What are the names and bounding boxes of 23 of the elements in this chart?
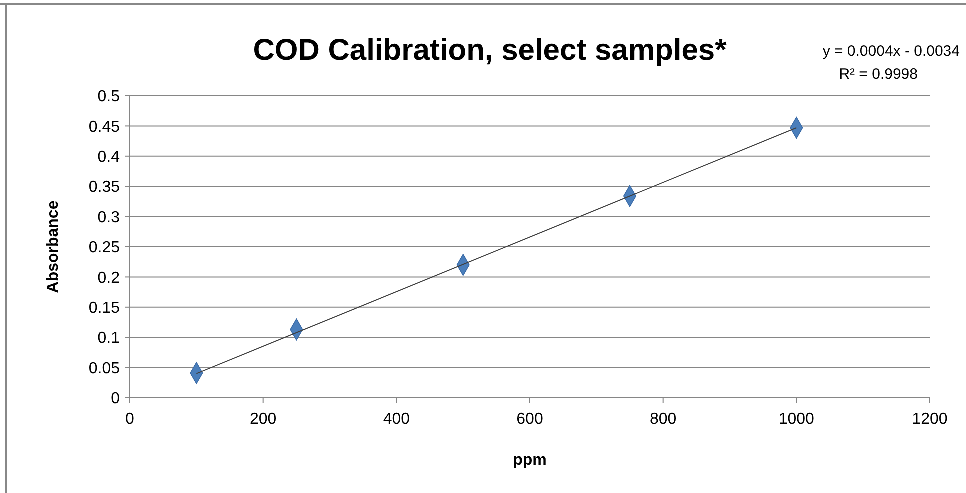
text: R² = 0.9998	[839, 66, 918, 83]
y-tick-label: 0	[111, 390, 120, 408]
y-tick-label: 0.15	[88, 300, 120, 317]
y-tick-label: 0.2	[98, 270, 120, 287]
x-axis-title: ppm	[513, 452, 547, 469]
x-tick-label: 200	[250, 411, 277, 428]
y-tick-label: 0.5	[98, 88, 120, 106]
x-tick-label: 600	[516, 411, 544, 428]
x-tick-label: 800	[650, 411, 677, 428]
x-tick-label: 400	[383, 411, 410, 428]
chart-title: COD Calibration, select samples*	[253, 34, 728, 67]
y-tick-label: 0.1	[98, 330, 120, 348]
y-tick-label: 0.45	[88, 118, 120, 136]
x-tick-label: 1000	[778, 411, 815, 428]
y-tick-label: 0.4	[98, 149, 120, 166]
y-tick-label: 0.05	[88, 360, 120, 378]
x-tick-label: 0	[126, 411, 135, 428]
y-axis-title: Absorbance	[45, 200, 62, 294]
y-tick-label: 0.35	[88, 179, 120, 196]
x-tick-label: 1200	[912, 411, 948, 428]
y-tick-label: 0.3	[98, 209, 120, 226]
y-tick-label: 0.25	[88, 240, 120, 257]
text: y = 0.0004x - 0.0034	[822, 43, 960, 60]
